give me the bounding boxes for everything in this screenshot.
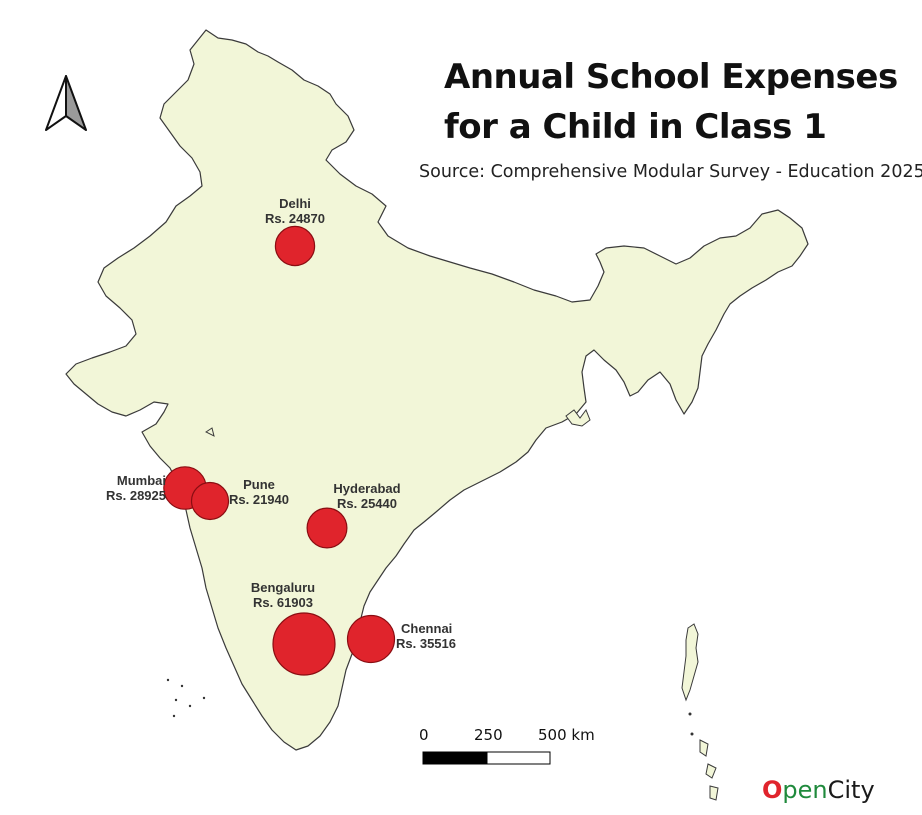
- label-chennai-value: Rs. 35516: [396, 636, 456, 651]
- label-hyderabad-name: Hyderabad: [333, 481, 401, 496]
- logo-city: City: [827, 776, 875, 804]
- label-delhi-value: Rs. 24870: [265, 211, 325, 226]
- scale-bar-segment-2: [486, 751, 551, 765]
- opencity-logo: OpenCity: [762, 776, 875, 804]
- label-bengaluru-value: Rs. 61903: [253, 595, 313, 610]
- label-hyderabad-value: Rs. 25440: [337, 496, 397, 511]
- label-mumbai-value: Rs. 28925: [106, 488, 166, 503]
- map-title-line-1: Annual School Expenses: [444, 57, 898, 97]
- coastal-mark: [205, 427, 215, 437]
- india-mainland: [65, 29, 809, 751]
- label-delhi: Delhi Rs. 24870: [258, 196, 332, 226]
- bubble-hyderabad: [306, 507, 348, 549]
- scale-tick-0: 0: [419, 726, 429, 744]
- label-pune: Pune Rs. 21940: [222, 477, 296, 507]
- north-arrow-icon: [45, 75, 87, 131]
- lakshadweep-dot: [172, 714, 176, 718]
- lakshadweep-dot: [202, 696, 206, 700]
- source-note: Source: Comprehensive Modular Survey - E…: [419, 162, 922, 182]
- island-dot: [688, 712, 692, 716]
- island-dot: [690, 732, 694, 736]
- bubble-delhi: [274, 225, 316, 267]
- scale-bar: [422, 751, 551, 765]
- scale-tick-500: 500 km: [538, 726, 595, 744]
- logo-pen: pen: [782, 776, 828, 804]
- lakshadweep-dot: [166, 678, 170, 682]
- label-bengaluru-name: Bengaluru: [250, 580, 316, 595]
- nicobar-island-2: [705, 763, 717, 779]
- map-title-line-2: for a Child in Class 1: [444, 107, 827, 147]
- lakshadweep-dot: [174, 698, 178, 702]
- label-pune-value: Rs. 21940: [229, 492, 289, 507]
- label-pune-name: Pune: [243, 477, 275, 492]
- label-mumbai: Mumbai Rs. 28925: [84, 473, 166, 503]
- lakshadweep-dot: [188, 704, 192, 708]
- label-chennai: Chennai Rs. 35516: [396, 621, 478, 651]
- scale-tick-250: 250: [474, 726, 503, 744]
- label-mumbai-name: Mumbai: [116, 473, 166, 488]
- scale-bar-segment-1: [422, 751, 488, 765]
- bubble-bengaluru: [272, 612, 336, 676]
- bubble-chennai: [346, 614, 396, 664]
- andaman-islands: [681, 623, 699, 702]
- label-delhi-name: Delhi: [279, 196, 311, 211]
- lakshadweep-dot: [180, 684, 184, 688]
- bangladesh-coast-mark: [565, 408, 591, 427]
- map-title: Annual School Expenses for a Child in Cl…: [444, 52, 898, 152]
- label-hyderabad: Hyderabad Rs. 25440: [326, 481, 408, 511]
- label-chennai-name: Chennai: [401, 621, 453, 636]
- nicobar-island-3: [709, 785, 719, 801]
- logo-o: O: [762, 776, 783, 804]
- label-bengaluru: Bengaluru Rs. 61903: [242, 580, 324, 610]
- bubble-pune: [190, 481, 230, 521]
- nicobar-island-1: [699, 739, 709, 757]
